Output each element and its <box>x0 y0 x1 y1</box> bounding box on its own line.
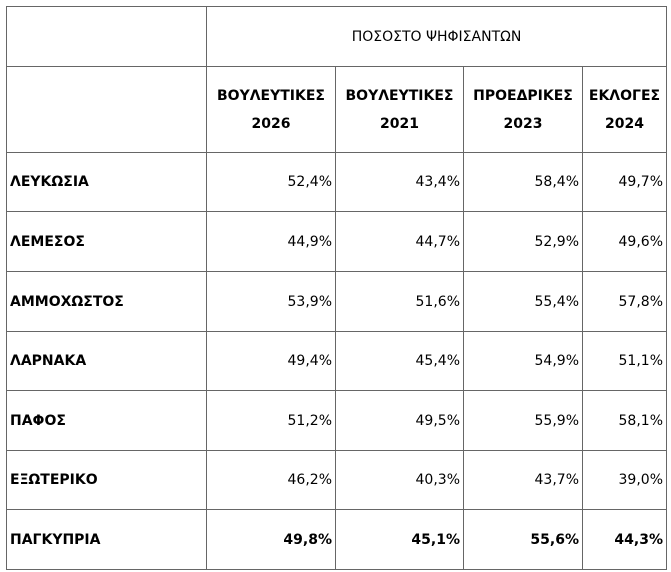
cell-value: 53,9% <box>206 271 336 332</box>
row-label: ΕΞΩΤΕΡΙΚΟ <box>6 450 207 510</box>
cell-value: 49,5% <box>335 390 464 451</box>
column-name: ΒΟΥΛΕΥΤΙΚΕΣ <box>217 87 325 104</box>
cell-value: 45,4% <box>335 331 464 391</box>
column-year: 2023 <box>503 115 543 132</box>
cell-value: 43,4% <box>335 152 464 212</box>
row-label: ΑΜΜΟΧΩΣΤΟΣ <box>6 271 207 332</box>
cell-value: 55,4% <box>463 271 583 332</box>
cell-value: 45,1% <box>335 509 464 570</box>
cell-value: 57,8% <box>582 271 667 332</box>
cell-value: 46,2% <box>206 450 336 510</box>
cell-value: 51,1% <box>582 331 667 391</box>
column-name: ΒΟΥΛΕΥΤΙΚΕΣ <box>345 87 454 104</box>
cell-value: 49,6% <box>582 211 667 272</box>
cell-value: 55,6% <box>463 509 583 570</box>
cell-value: 58,1% <box>582 390 667 451</box>
header-row: ΒΟΥΛΕΥΤΙΚΕΣ 2026 ΒΟΥΛΕΥΤΙΚΕΣ 2021 ΠΡΟΕΔΡΙΚΕΣ… <box>6 66 667 153</box>
cell-value: 43,7% <box>463 450 583 510</box>
data-row: ΕΞΩΤΕΡΙΚΟ 46,2% 40,3% 43,7% 39,0% <box>6 450 667 510</box>
row-label: ΛΕΜΕΣΟΣ <box>6 211 207 272</box>
title-row: ΠΟΣΟΣΤΟ ΨΗΦΙΣΑΝΤΩΝ <box>6 6 667 67</box>
empty-cell <box>6 6 207 67</box>
data-row: ΑΜΜΟΧΩΣΤΟΣ 53,9% 51,6% 55,4% 57,8% <box>6 271 667 332</box>
column-name: ΠΡΟΕΔΡΙΚΕΣ <box>473 87 573 104</box>
cell-value: 49,4% <box>206 331 336 391</box>
cell-value: 44,3% <box>582 509 667 570</box>
cell-value: 40,3% <box>335 450 464 510</box>
cell-value: 49,8% <box>206 509 336 570</box>
column-year: 2021 <box>380 115 419 132</box>
cell-value: 39,0% <box>582 450 667 510</box>
row-label: ΠΑΓΚΥΠΡΙΑ <box>6 509 207 570</box>
cell-value: 44,7% <box>335 211 464 272</box>
column-header: ΠΡΟΕΔΡΙΚΕΣ 2023 <box>463 66 583 153</box>
row-label: ΠΑΦΟΣ <box>6 390 207 451</box>
data-row: ΠΑΦΟΣ 51,2% 49,5% 55,9% 58,1% <box>6 390 667 451</box>
row-label: ΛΑΡΝΑΚΑ <box>6 331 207 391</box>
cell-value: 44,9% <box>206 211 336 272</box>
turnout-table: ΠΟΣΟΣΤΟ ΨΗΦΙΣΑΝΤΩΝ ΒΟΥΛΕΥΤΙΚΕΣ 2026 ΒΟΥΛΕΥ… <box>6 6 667 570</box>
column-header: ΒΟΥΛΕΥΤΙΚΕΣ 2026 <box>206 66 336 153</box>
data-row: ΛΕΥΚΩΣΙΑ 52,4% 43,4% 58,4% 49,7% <box>6 152 667 212</box>
column-header: ΕΚΛΟΓΕΣ 2024 <box>582 66 667 153</box>
column-year: 2026 <box>251 115 291 132</box>
column-name: ΕΚΛΟΓΕΣ <box>588 87 661 104</box>
total-row: ΠΑΓΚΥΠΡΙΑ 49,8% 45,1% 55,6% 44,3% <box>6 509 667 570</box>
cell-value: 51,2% <box>206 390 336 451</box>
column-year: 2024 <box>605 115 644 132</box>
cell-value: 52,4% <box>206 152 336 212</box>
table-title: ΠΟΣΟΣΤΟ ΨΗΦΙΣΑΝΤΩΝ <box>206 6 667 67</box>
data-row: ΛΑΡΝΑΚΑ 49,4% 45,4% 54,9% 51,1% <box>6 331 667 391</box>
cell-value: 49,7% <box>582 152 667 212</box>
column-header: ΒΟΥΛΕΥΤΙΚΕΣ 2021 <box>335 66 464 153</box>
cell-value: 54,9% <box>463 331 583 391</box>
data-row: ΛΕΜΕΣΟΣ 44,9% 44,7% 52,9% 49,6% <box>6 211 667 272</box>
cell-value: 58,4% <box>463 152 583 212</box>
row-label: ΛΕΥΚΩΣΙΑ <box>6 152 207 212</box>
empty-cell <box>6 66 207 153</box>
cell-value: 51,6% <box>335 271 464 332</box>
cell-value: 52,9% <box>463 211 583 272</box>
cell-value: 55,9% <box>463 390 583 451</box>
